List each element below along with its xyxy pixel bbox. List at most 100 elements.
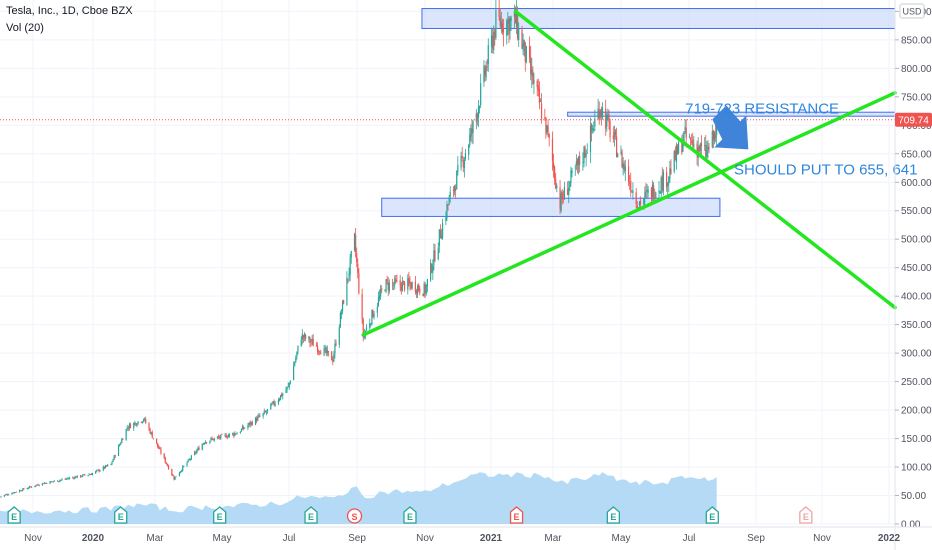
candle-body	[463, 159, 465, 169]
trendline[interactable]	[361, 91, 897, 337]
candle-body	[194, 452, 196, 456]
candle-body	[490, 35, 493, 47]
candle-body	[79, 475, 82, 477]
candle-body	[262, 413, 264, 417]
candle-body	[125, 429, 127, 441]
trendline[interactable]	[513, 9, 897, 310]
candle-body	[373, 314, 375, 317]
event-badge-upcoming[interactable]: E	[799, 506, 813, 524]
candle-body	[144, 418, 146, 420]
candle-body	[378, 295, 381, 299]
candle-body	[110, 463, 112, 465]
candle-body	[34, 486, 36, 487]
candle-body	[477, 106, 480, 118]
event-badge-earnings[interactable]: E	[304, 506, 318, 524]
candle-body	[480, 83, 482, 106]
candle-body	[126, 427, 128, 429]
event-badge-label: E	[610, 512, 616, 522]
candle-body	[460, 155, 462, 168]
candle-body	[348, 273, 350, 278]
earnings-badge-shape	[114, 506, 128, 524]
event-badge-earnings[interactable]: E	[403, 506, 417, 524]
volume-series	[0, 472, 717, 524]
candle-body	[461, 155, 463, 159]
candle-body	[606, 114, 608, 127]
candle-body	[411, 282, 413, 288]
candle-body	[165, 462, 167, 465]
y-tick-label: 0.00	[901, 520, 921, 531]
candle-body	[402, 280, 405, 282]
candle-body	[65, 478, 67, 480]
trendline-layer[interactable]	[361, 9, 897, 337]
candle-body	[643, 198, 645, 205]
candle-body	[15, 491, 17, 493]
candle-body	[576, 159, 579, 165]
candle-body	[437, 247, 439, 260]
candle-body	[399, 280, 401, 286]
candle-body	[212, 438, 214, 441]
candle-body	[658, 190, 660, 193]
candle-body	[673, 151, 675, 172]
candle-body	[674, 150, 676, 160]
y-tick-label: 600.00	[901, 178, 932, 189]
candle-body	[575, 161, 577, 166]
candle-body	[304, 334, 307, 340]
candle-body	[530, 57, 532, 74]
candle-body	[544, 117, 546, 120]
event-badge-split[interactable]: S	[346, 508, 363, 524]
candle-body	[688, 136, 691, 138]
candle-body	[140, 421, 142, 423]
event-badge-earnings-negative[interactable]: E	[509, 506, 524, 524]
candle-body	[506, 20, 508, 37]
x-tick-label: May	[213, 533, 232, 544]
currency-badge[interactable]: USD	[899, 3, 925, 19]
candle-body	[403, 281, 406, 290]
candle-body	[4, 494, 7, 496]
event-badge-earnings[interactable]: E	[7, 506, 21, 524]
candle-body	[346, 277, 348, 305]
candle-body	[289, 381, 291, 384]
candle-body	[698, 145, 700, 152]
y-tick-label: 300.00	[901, 349, 932, 360]
candle-body	[134, 422, 136, 424]
zone-box[interactable]	[421, 8, 896, 29]
zone-box[interactable]	[381, 197, 721, 217]
candle-body	[592, 128, 594, 131]
candle-body	[483, 66, 485, 83]
earnings-badge-shape	[509, 506, 524, 524]
x-tick-label: 2020	[82, 533, 105, 544]
candle-body	[556, 185, 558, 188]
event-badge-earnings[interactable]: E	[213, 506, 227, 524]
candle-body	[129, 424, 132, 429]
candle-body	[107, 464, 109, 466]
candle-body	[401, 281, 403, 292]
candle-body	[187, 459, 189, 463]
earnings-badge-shape	[213, 506, 227, 524]
candle-body	[472, 121, 474, 134]
candle-body	[347, 278, 349, 280]
candle-body	[217, 436, 220, 438]
candle-body	[250, 421, 252, 425]
candle-body	[43, 482, 46, 484]
candle-body	[353, 233, 356, 250]
candle-body	[552, 162, 555, 169]
candle-body	[182, 466, 184, 471]
last-price-tag: 709.74	[895, 112, 932, 127]
candle-body	[358, 273, 360, 294]
candle-body	[514, 11, 517, 24]
candle-body	[186, 462, 188, 466]
event-badge-earnings[interactable]: E	[705, 506, 719, 524]
event-badge-label: E	[217, 512, 223, 522]
x-axis[interactable]: Nov 2020 Mar May Jul Sep Nov 2021 Mar May Jul Sep No…	[0, 526, 932, 544]
candle-body	[220, 434, 222, 439]
candle-body	[334, 343, 336, 354]
candle-body	[29, 486, 32, 488]
candle-body	[425, 284, 427, 294]
candle-body	[638, 202, 641, 206]
event-badge-earnings[interactable]: E	[114, 506, 128, 524]
candle-body	[668, 176, 670, 184]
candle-body	[227, 435, 229, 438]
event-badge-earnings[interactable]: E	[606, 506, 620, 524]
